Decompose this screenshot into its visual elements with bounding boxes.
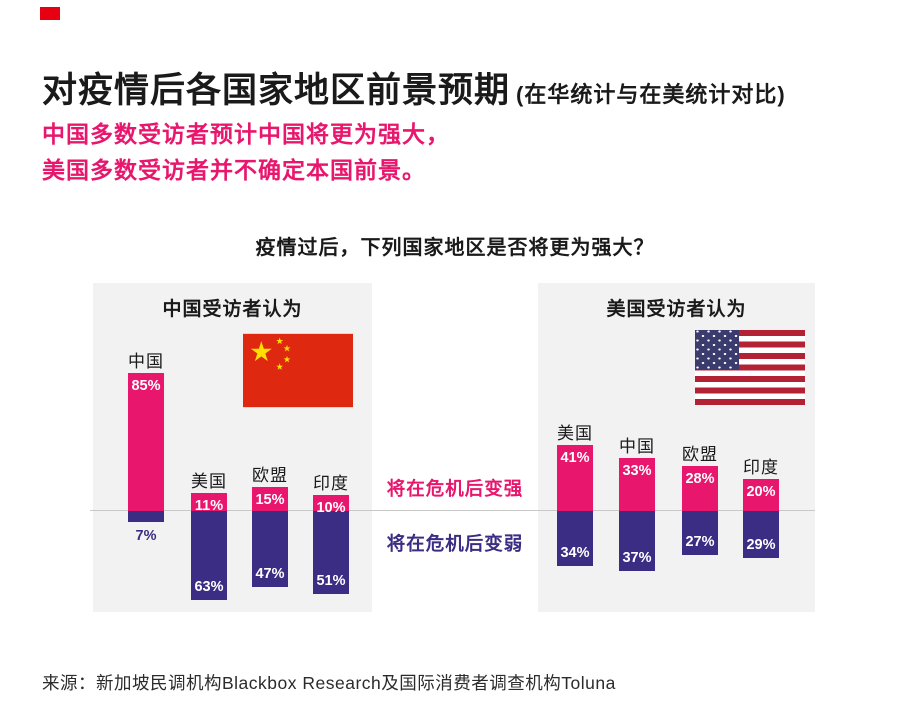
us-flag-icon bbox=[695, 330, 805, 405]
legend-stronger-label: 将在危机后变强 bbox=[386, 478, 524, 499]
brand-mark bbox=[40, 7, 60, 20]
china-flag-icon bbox=[243, 333, 353, 408]
bar-stronger-segment bbox=[682, 466, 718, 511]
bar-stronger-value: 28% bbox=[685, 471, 715, 487]
chart-question: 疫情过后，下列国家地区是否将更为强大？ bbox=[255, 237, 655, 259]
subtitle-line-2: 美国多数受访者并不确定本国前景。 bbox=[42, 157, 426, 183]
bar-weaker-value: 34% bbox=[560, 545, 590, 561]
bar-stronger-value: 85% bbox=[131, 378, 161, 394]
category-label: 欧盟 bbox=[252, 466, 288, 485]
bar-stronger-segment bbox=[557, 445, 593, 511]
bar-stronger-value: 15% bbox=[255, 492, 285, 508]
category-label: 印度 bbox=[313, 474, 349, 493]
bar-weaker-segment bbox=[619, 511, 655, 571]
page-subtitle: 中国多数受访者预计中国将更为强大， 美国多数受访者并不确定本国前景。 bbox=[42, 116, 450, 188]
panel-us-header: 美国受访者认为 bbox=[606, 299, 747, 320]
category-label: 美国 bbox=[557, 424, 593, 443]
bar-weaker-segment bbox=[128, 511, 164, 522]
bar-stronger-segment bbox=[252, 487, 288, 511]
subtitle-line-1: 中国多数受访者预计中国将更为强大， bbox=[42, 121, 450, 147]
category-label: 美国 bbox=[191, 472, 227, 491]
bar-stronger-value: 10% bbox=[316, 500, 346, 516]
bar-stronger-segment bbox=[619, 458, 655, 511]
bar-weaker-value: 7% bbox=[135, 528, 157, 544]
bar-stronger-segment bbox=[191, 493, 227, 511]
bar-weaker-segment bbox=[313, 511, 349, 594]
us-flag-canton bbox=[695, 330, 739, 371]
bar-stronger-value: 20% bbox=[746, 484, 776, 500]
bar-stronger-value: 41% bbox=[560, 450, 590, 466]
bar-weaker-value: 47% bbox=[255, 566, 285, 582]
bars-china-panel: 中国 85% 7% 美国 11% 63% 欧盟 15% 47% 印度 10% 51% bbox=[93, 283, 372, 612]
bar-weaker-value: 37% bbox=[622, 550, 652, 566]
bar-weaker-segment bbox=[682, 511, 718, 555]
bar-weaker-value: 63% bbox=[194, 579, 224, 595]
bar-stronger-segment bbox=[313, 495, 349, 511]
category-label: 中国 bbox=[128, 352, 164, 371]
bar-stronger-segment bbox=[128, 373, 164, 511]
panel-china-header: 中国受访者认为 bbox=[162, 299, 303, 320]
bar-stronger-value: 11% bbox=[194, 498, 224, 514]
page-title-suffix: (在华统计与在美统计对比) bbox=[516, 82, 786, 107]
bar-weaker-segment bbox=[557, 511, 593, 566]
bar-weaker-value: 27% bbox=[685, 534, 715, 550]
category-label: 欧盟 bbox=[682, 445, 718, 464]
category-label: 印度 bbox=[743, 458, 779, 477]
bar-weaker-value: 51% bbox=[316, 573, 346, 589]
source-note: 来源：新加坡民调机构Blackbox Research及国际消费者调查机构Tol… bbox=[42, 673, 616, 693]
bars-us-panel: 美国 41% 34% 中国 33% 37% 欧盟 28% 27% 印度 20% 29% bbox=[538, 283, 815, 612]
category-label: 中国 bbox=[619, 437, 655, 456]
bar-stronger-value: 33% bbox=[622, 463, 652, 479]
bar-stronger-segment bbox=[743, 479, 779, 511]
bar-weaker-segment bbox=[743, 511, 779, 558]
page-title-main: 对疫情后各国家地区前景预期 bbox=[42, 71, 511, 110]
legend-weaker-label: 将在危机后变弱 bbox=[386, 533, 524, 554]
bar-weaker-segment bbox=[191, 511, 227, 600]
page-title: 对疫情后各国家地区前景预期 (在华统计与在美统计对比) bbox=[42, 62, 786, 113]
zero-baseline bbox=[90, 510, 815, 511]
bar-weaker-value: 29% bbox=[746, 537, 776, 553]
bar-weaker-segment bbox=[252, 511, 288, 587]
